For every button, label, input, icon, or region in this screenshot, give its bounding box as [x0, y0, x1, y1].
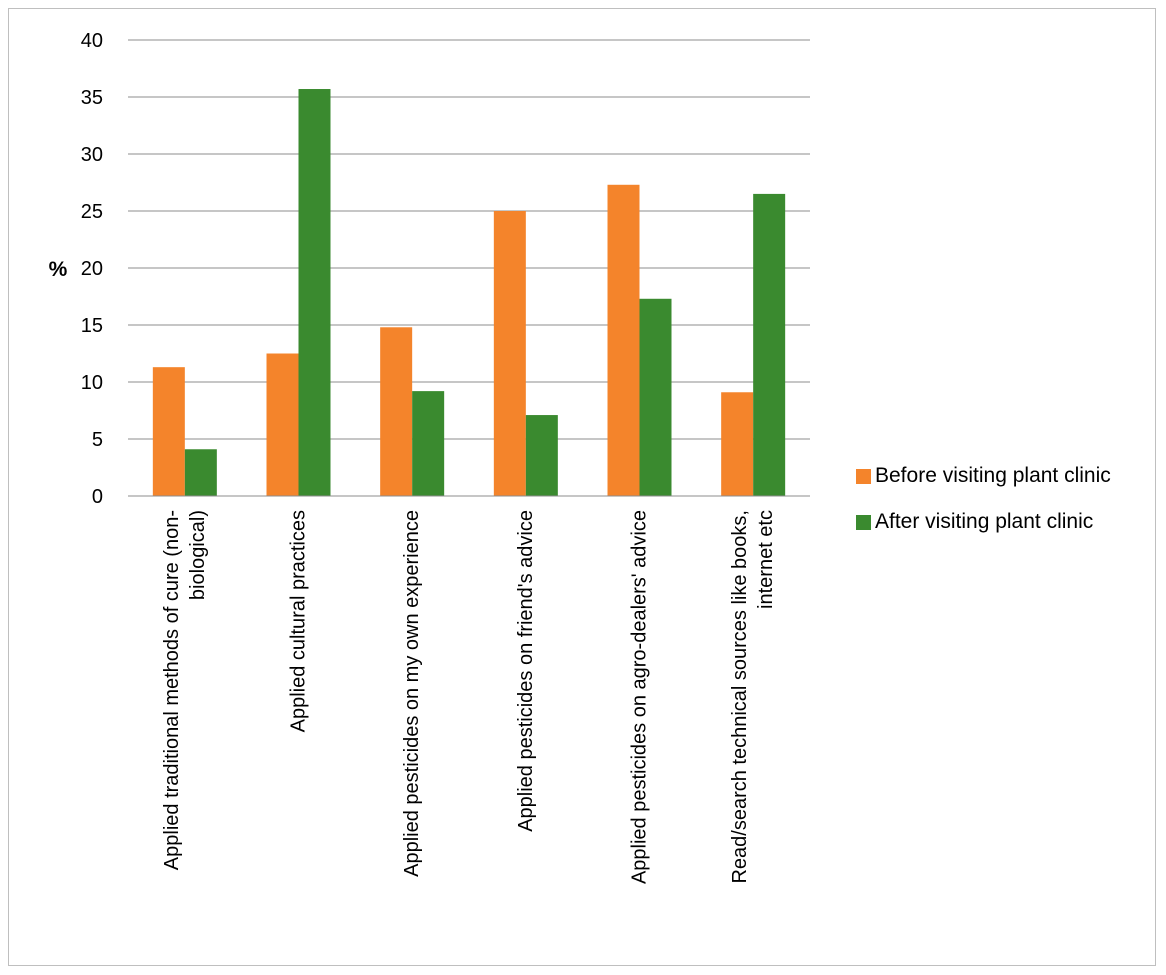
x-category-label-line: biological) [187, 510, 209, 600]
bar-after [525, 415, 558, 496]
bar-before [152, 367, 185, 496]
x-category-label-line: Applied pesticides on friend's advice [515, 510, 537, 832]
legend-swatch-before [856, 468, 871, 484]
legend-swatch-after [856, 514, 871, 530]
x-category-label: Applied pesticides on my own experience [401, 510, 423, 877]
bar-before [380, 327, 413, 496]
y-tick-label: 15 [81, 315, 103, 337]
bar-before [721, 392, 754, 496]
legend-item-before: Before visiting plant clinic [856, 464, 1111, 488]
y-axis-label: % [49, 258, 68, 281]
x-category-label-line: Applied pesticides on my own experience [401, 510, 423, 877]
bars [152, 89, 786, 497]
legend-label-before: Before visiting plant clinic [875, 464, 1111, 487]
bar-before [607, 184, 640, 496]
x-axis-category-labels: Applied traditional methods of cure (non… [161, 510, 777, 884]
bar-after [184, 449, 217, 496]
x-category-label-line: Read/search technical sources like books… [729, 510, 751, 884]
legend-label-after: After visiting plant clinic [875, 510, 1094, 533]
x-category-label: Applied cultural practices [288, 510, 310, 732]
bar-before [493, 211, 526, 496]
y-tick-label: 35 [81, 87, 103, 109]
y-tick-label: 40 [81, 30, 103, 52]
y-tick-label: 5 [92, 429, 103, 451]
bar-after [753, 193, 786, 496]
x-category-label: Applied pesticides on agro-dealers' advi… [629, 510, 651, 884]
x-category-label: Read/search technical sources like books… [729, 510, 777, 884]
y-tick-label: 25 [81, 201, 103, 223]
x-category-label-line: Applied pesticides on agro-dealers' advi… [629, 510, 651, 884]
y-tick-label: 0 [92, 486, 103, 508]
bar-after [298, 89, 331, 497]
y-tick-label: 10 [81, 372, 103, 394]
bar-before [266, 353, 299, 496]
y-axis-ticks: 0 5 10 15 20 25 30 35 40 [81, 30, 103, 508]
x-category-label-line: Applied cultural practices [288, 510, 310, 732]
y-tick-label: 20 [81, 258, 103, 280]
x-category-label-line: internet etc [755, 510, 777, 609]
y-tick-label: 30 [81, 144, 103, 166]
x-category-label: Applied pesticides on friend's advice [515, 510, 537, 832]
bar-after [412, 391, 445, 496]
x-category-label: Applied traditional methods of cure (non… [161, 510, 209, 870]
bar-after [639, 298, 672, 496]
gridlines [128, 39, 810, 440]
x-category-label-line: Applied traditional methods of cure (non… [161, 510, 183, 870]
legend-item-after: After visiting plant clinic [856, 510, 1093, 534]
